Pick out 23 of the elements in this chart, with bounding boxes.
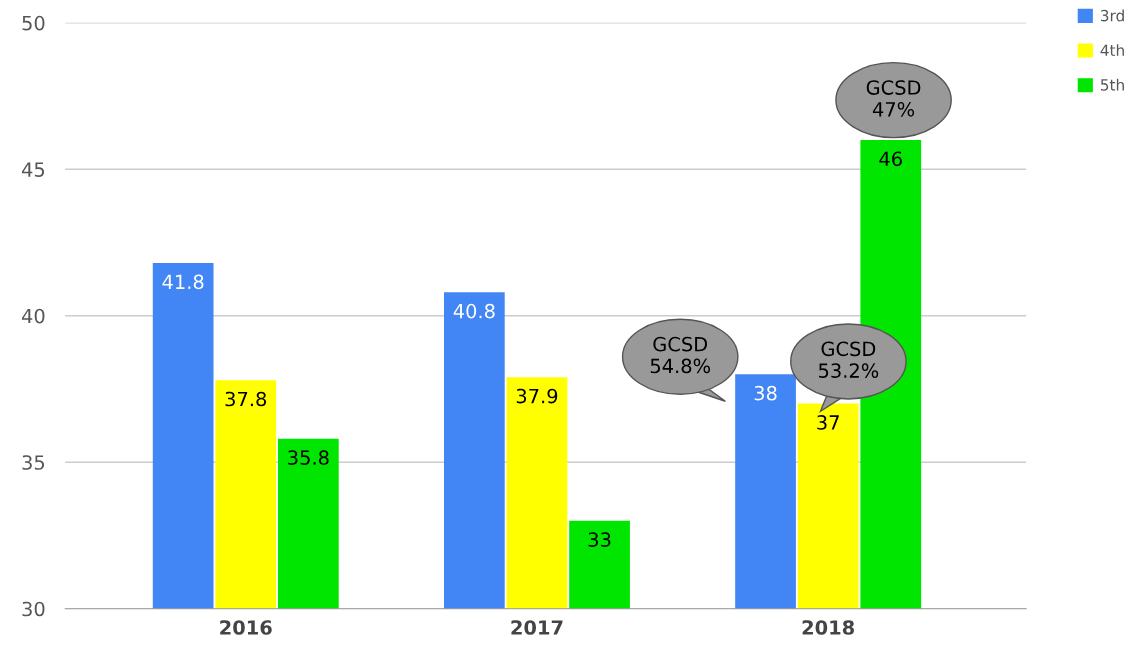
legend-label: 4th [1100,44,1124,56]
data-label: 37 [817,415,839,430]
data-label: 46 [879,151,902,167]
data-label: 41.8 [162,274,204,290]
annotation: GCSD 54.8% [650,336,711,374]
x-tick-label: 2017 [511,620,563,635]
y-tick-label: 30 [22,601,45,617]
data-label: 33 [588,532,611,547]
data-label: 35.8 [288,450,329,465]
y-tick-label: 40 [21,308,45,324]
data-label: 37.8 [225,391,267,407]
annotation: GCSD 47% [866,80,921,117]
y-tick-label: 45 [21,162,45,177]
data-label: 38 [754,385,777,401]
data-label: 40.8 [453,303,495,319]
legend-label: 5th [1100,78,1124,91]
annotation: GCSD 53.2% [819,341,879,378]
data-label: 37.9 [516,388,558,404]
y-tick-label: 35 [22,455,45,470]
y-tick-label: 50 [22,15,45,31]
x-tick-label: 2018 [802,620,855,635]
legend-label: 3rd [1100,9,1124,22]
x-tick-label: 2016 [220,620,272,635]
